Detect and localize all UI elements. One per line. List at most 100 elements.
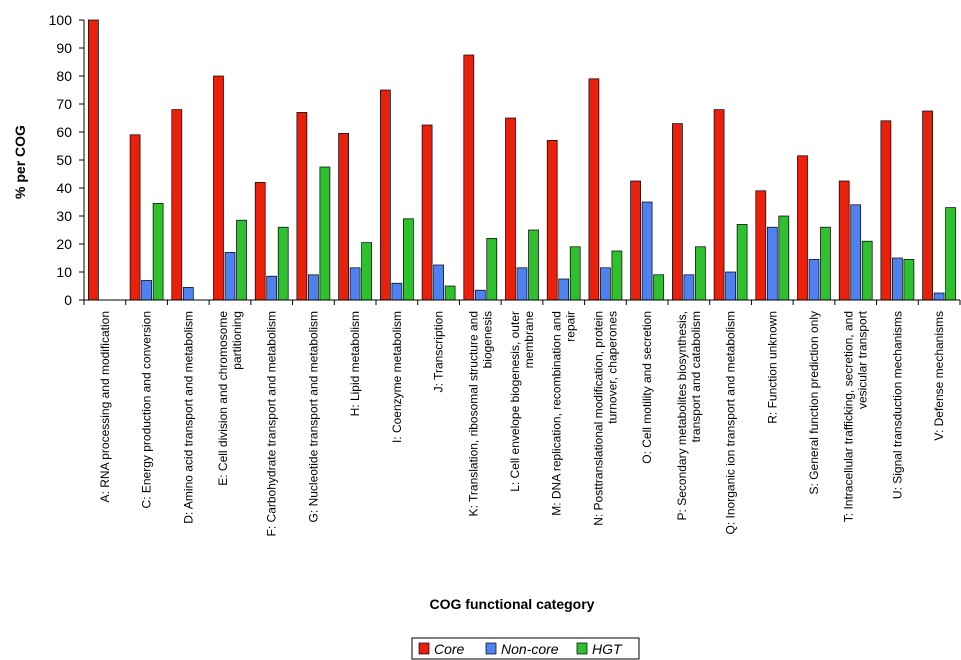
- bar-core-11: [546, 140, 558, 301]
- y-tick-label: 10: [56, 264, 72, 280]
- legend-label-non-core: Non-core: [501, 641, 559, 657]
- bar-core-9: [463, 54, 475, 301]
- bar-non-core-4: [266, 275, 278, 301]
- legend-swatch-non-core: [485, 642, 497, 655]
- bar-hgt-11: [569, 246, 581, 301]
- bar-non-core-18: [850, 204, 862, 301]
- bar-hgt-9: [486, 238, 498, 301]
- x-category-label: C: Energy production and conversion: [140, 311, 154, 508]
- bar-hgt-13: [653, 274, 664, 301]
- legend-swatch-core: [418, 642, 430, 655]
- bar-hgt-6: [361, 242, 372, 301]
- bar-hgt-1: [152, 203, 164, 301]
- bar-core-6: [338, 133, 349, 301]
- bar-hgt-4: [277, 226, 289, 301]
- y-tick-label: 40: [56, 180, 72, 196]
- bar-non-core-16: [766, 226, 778, 301]
- x-category-label: O: Cell motility and secretion: [640, 311, 654, 464]
- bar-non-core-2: [182, 287, 194, 301]
- x-category-label: turnover, chaperones: [605, 311, 619, 424]
- x-category-label: K: Translation, ribosomal structure and: [466, 311, 480, 516]
- bar-core-0: [88, 19, 99, 301]
- x-axis-title: COG functional category: [430, 596, 595, 612]
- x-category-label: F: Carbohydrate transport and metabolism: [265, 311, 279, 536]
- bar-core-16: [755, 190, 767, 301]
- x-category-label: repair: [564, 311, 578, 342]
- x-category-labels: A: RNA processing and modification C: Ene…: [98, 310, 946, 536]
- bar-core-20: [922, 110, 933, 301]
- bar-hgt-3: [236, 219, 247, 301]
- y-tick-label: 70: [56, 96, 72, 112]
- y-tick-label: 50: [56, 152, 72, 168]
- x-category-label: vesicular transport: [856, 310, 870, 409]
- legend-label-core: Core: [434, 641, 465, 657]
- bar-hgt-20: [945, 207, 956, 301]
- bar-core-13: [630, 180, 641, 301]
- bar-core-4: [254, 182, 266, 301]
- legend: Core Non-core HGT: [411, 637, 640, 660]
- x-category-label: H: Lipid metabolism: [348, 311, 362, 416]
- y-tick-label: 90: [56, 40, 72, 56]
- bar-hgt-19: [903, 259, 915, 301]
- bar-non-core-10: [516, 267, 528, 301]
- x-category-label: transport and catabolism: [689, 311, 703, 442]
- bar-non-core-12: [600, 267, 611, 301]
- bar-non-core-15: [725, 271, 736, 301]
- bar-core-14: [672, 123, 683, 301]
- bar-hgt-15: [736, 224, 748, 301]
- bar-hgt-5: [319, 166, 331, 301]
- bar-non-core-8: [433, 264, 444, 301]
- bar-non-core-1: [141, 280, 152, 301]
- x-category-label: R: Function unknown: [765, 311, 779, 424]
- bar-non-core-3: [224, 252, 236, 301]
- y-tick-label: 80: [56, 68, 72, 84]
- y-tick-label: 60: [56, 124, 72, 140]
- y-axis-title: % per COG: [12, 125, 28, 199]
- x-category-label: D: Amino acid transport and metabolism: [181, 311, 195, 524]
- x-category-label: M: DNA replication, recombination and: [550, 311, 564, 516]
- x-category-label: E: Cell division and chromosome: [216, 311, 230, 486]
- bar-hgt-16: [778, 215, 790, 301]
- bar-core-3: [213, 75, 224, 301]
- bar-hgt-17: [820, 226, 831, 301]
- y-tick-label: 100: [49, 12, 73, 28]
- bar-core-19: [880, 120, 892, 301]
- bar-non-core-13: [641, 201, 653, 301]
- x-category-label: P: Secondary metabolites biosynthesis,: [675, 311, 689, 520]
- bar-non-core-20: [933, 292, 945, 301]
- x-category-label: biogenesis: [480, 311, 494, 368]
- bar-non-core-17: [808, 259, 820, 301]
- bar-core-10: [505, 117, 516, 301]
- bar-non-core-19: [892, 257, 903, 301]
- x-category-label: J: Transcription: [432, 311, 446, 392]
- bar-core-17: [797, 155, 808, 301]
- bar-hgt-18: [861, 240, 873, 301]
- bar-core-1: [129, 134, 141, 301]
- bar-non-core-5: [308, 274, 319, 301]
- y-tick-label: 30: [56, 208, 72, 224]
- x-category-label: S: General function prediction only: [807, 311, 821, 494]
- bar-hgt-10: [528, 229, 539, 301]
- bar-core-18: [838, 180, 850, 301]
- x-category-label: partitioning: [230, 311, 244, 370]
- y-tick-labels: 0 10 20 30 40 50 60 70 80 90 100: [49, 12, 73, 308]
- x-category-label: N: Posttranslational modification, prote…: [591, 311, 605, 526]
- bar-core-12: [588, 78, 600, 301]
- bar-non-core-7: [391, 282, 403, 301]
- x-category-label: L: Cell envelope biogenesis, outer: [508, 311, 522, 492]
- bar-non-core-14: [683, 274, 695, 301]
- bar-core-8: [421, 124, 433, 301]
- legend-label-hgt: HGT: [592, 641, 623, 657]
- x-category-label: membrane: [522, 311, 536, 369]
- bar-hgt-12: [611, 250, 623, 301]
- bar-core-15: [713, 109, 725, 301]
- bar-non-core-11: [558, 278, 570, 301]
- y-tick-label: 20: [56, 236, 72, 252]
- bar-hgt-14: [695, 246, 706, 301]
- bar-hgt-7: [403, 218, 414, 301]
- bar-non-core-6: [349, 267, 361, 301]
- x-category-label: I: Coenzyme metabolism: [390, 311, 404, 443]
- x-category-label: T: Intracellular trafficking, secretion,…: [842, 311, 856, 522]
- bar-hgt-8: [444, 285, 456, 301]
